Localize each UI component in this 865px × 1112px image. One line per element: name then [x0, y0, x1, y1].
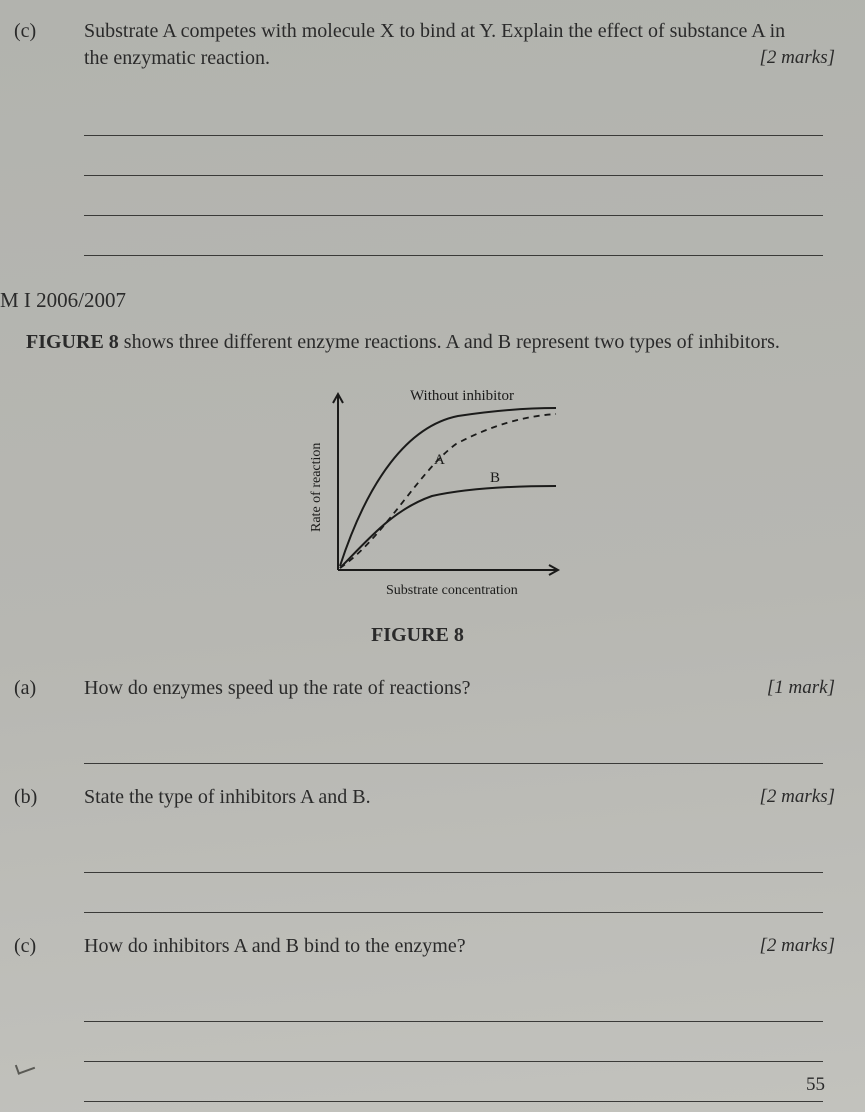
- question-text: State the type of inhibitors A and B.: [84, 786, 371, 808]
- svg-text:Without inhibitor: Without inhibitor: [410, 388, 514, 404]
- question-text-line1: Substrate A competes with molecule X to …: [84, 20, 785, 42]
- question-c: (c) How do inhibitors A and B bind to th…: [0, 933, 835, 960]
- figure-intro-rest: shows three different enzyme reactions. …: [119, 331, 780, 353]
- question-label: (c): [14, 18, 64, 43]
- answer-line[interactable]: [84, 96, 823, 136]
- answer-lines-c-top: [84, 96, 835, 256]
- figure-caption: FIGURE 8: [0, 624, 835, 647]
- marks-label: [1 mark]: [767, 675, 835, 701]
- answer-line[interactable]: [84, 176, 823, 216]
- question-text-line2: the enzymatic reaction.: [84, 47, 270, 69]
- question-text: How do enzymes speed up the rate of reac…: [84, 677, 471, 699]
- answer-line[interactable]: [84, 724, 823, 764]
- svg-text:B: B: [490, 470, 500, 486]
- svg-text:Substrate concentration: Substrate concentration: [386, 583, 518, 598]
- answer-lines-a: [84, 724, 835, 764]
- question-body: How do enzymes speed up the rate of reac…: [84, 675, 835, 702]
- answer-lines-c: [84, 982, 835, 1102]
- exam-page: (c) Substrate A competes with molecule X…: [0, 0, 865, 1112]
- enzyme-chart: Without inhibitor A B Rate of reaction Subst…: [258, 380, 578, 610]
- marks-label: [2 marks]: [760, 45, 835, 71]
- question-label: (b): [14, 784, 64, 809]
- question-b: (b) State the type of inhibitors A and B…: [0, 784, 835, 811]
- marks-label: [2 marks]: [760, 784, 835, 810]
- question-body: Substrate A competes with molecule X to …: [84, 18, 835, 72]
- question-c-top: (c) Substrate A competes with molecule X…: [0, 18, 835, 72]
- question-body: How do inhibitors A and B bind to the en…: [84, 933, 835, 960]
- answer-line[interactable]: [84, 833, 823, 873]
- page-number: 55: [806, 1074, 825, 1096]
- figure-intro: FIGURE 8 shows three different enzyme re…: [26, 331, 825, 354]
- answer-line[interactable]: [84, 1022, 823, 1062]
- question-label: (a): [14, 675, 64, 700]
- marks-label: [2 marks]: [760, 933, 835, 959]
- answer-line[interactable]: [84, 136, 823, 176]
- answer-lines-b: [84, 833, 835, 913]
- section-code: M I 2006/2007: [0, 288, 835, 313]
- answer-line[interactable]: [84, 982, 823, 1022]
- question-label: (c): [14, 933, 64, 958]
- svg-text:Rate of reaction: Rate of reaction: [309, 443, 324, 532]
- svg-text:A: A: [434, 452, 445, 468]
- stray-mark-icon: [15, 1059, 35, 1075]
- question-body: State the type of inhibitors A and B. [2…: [84, 784, 835, 811]
- answer-line[interactable]: [84, 873, 823, 913]
- question-text: How do inhibitors A and B bind to the en…: [84, 935, 466, 957]
- answer-line[interactable]: [84, 1062, 823, 1102]
- question-a: (a) How do enzymes speed up the rate of …: [0, 675, 835, 702]
- figure-ref: FIGURE 8: [26, 331, 119, 353]
- figure-block: Without inhibitor A B Rate of reaction Subst…: [0, 380, 835, 610]
- answer-line[interactable]: [84, 216, 823, 256]
